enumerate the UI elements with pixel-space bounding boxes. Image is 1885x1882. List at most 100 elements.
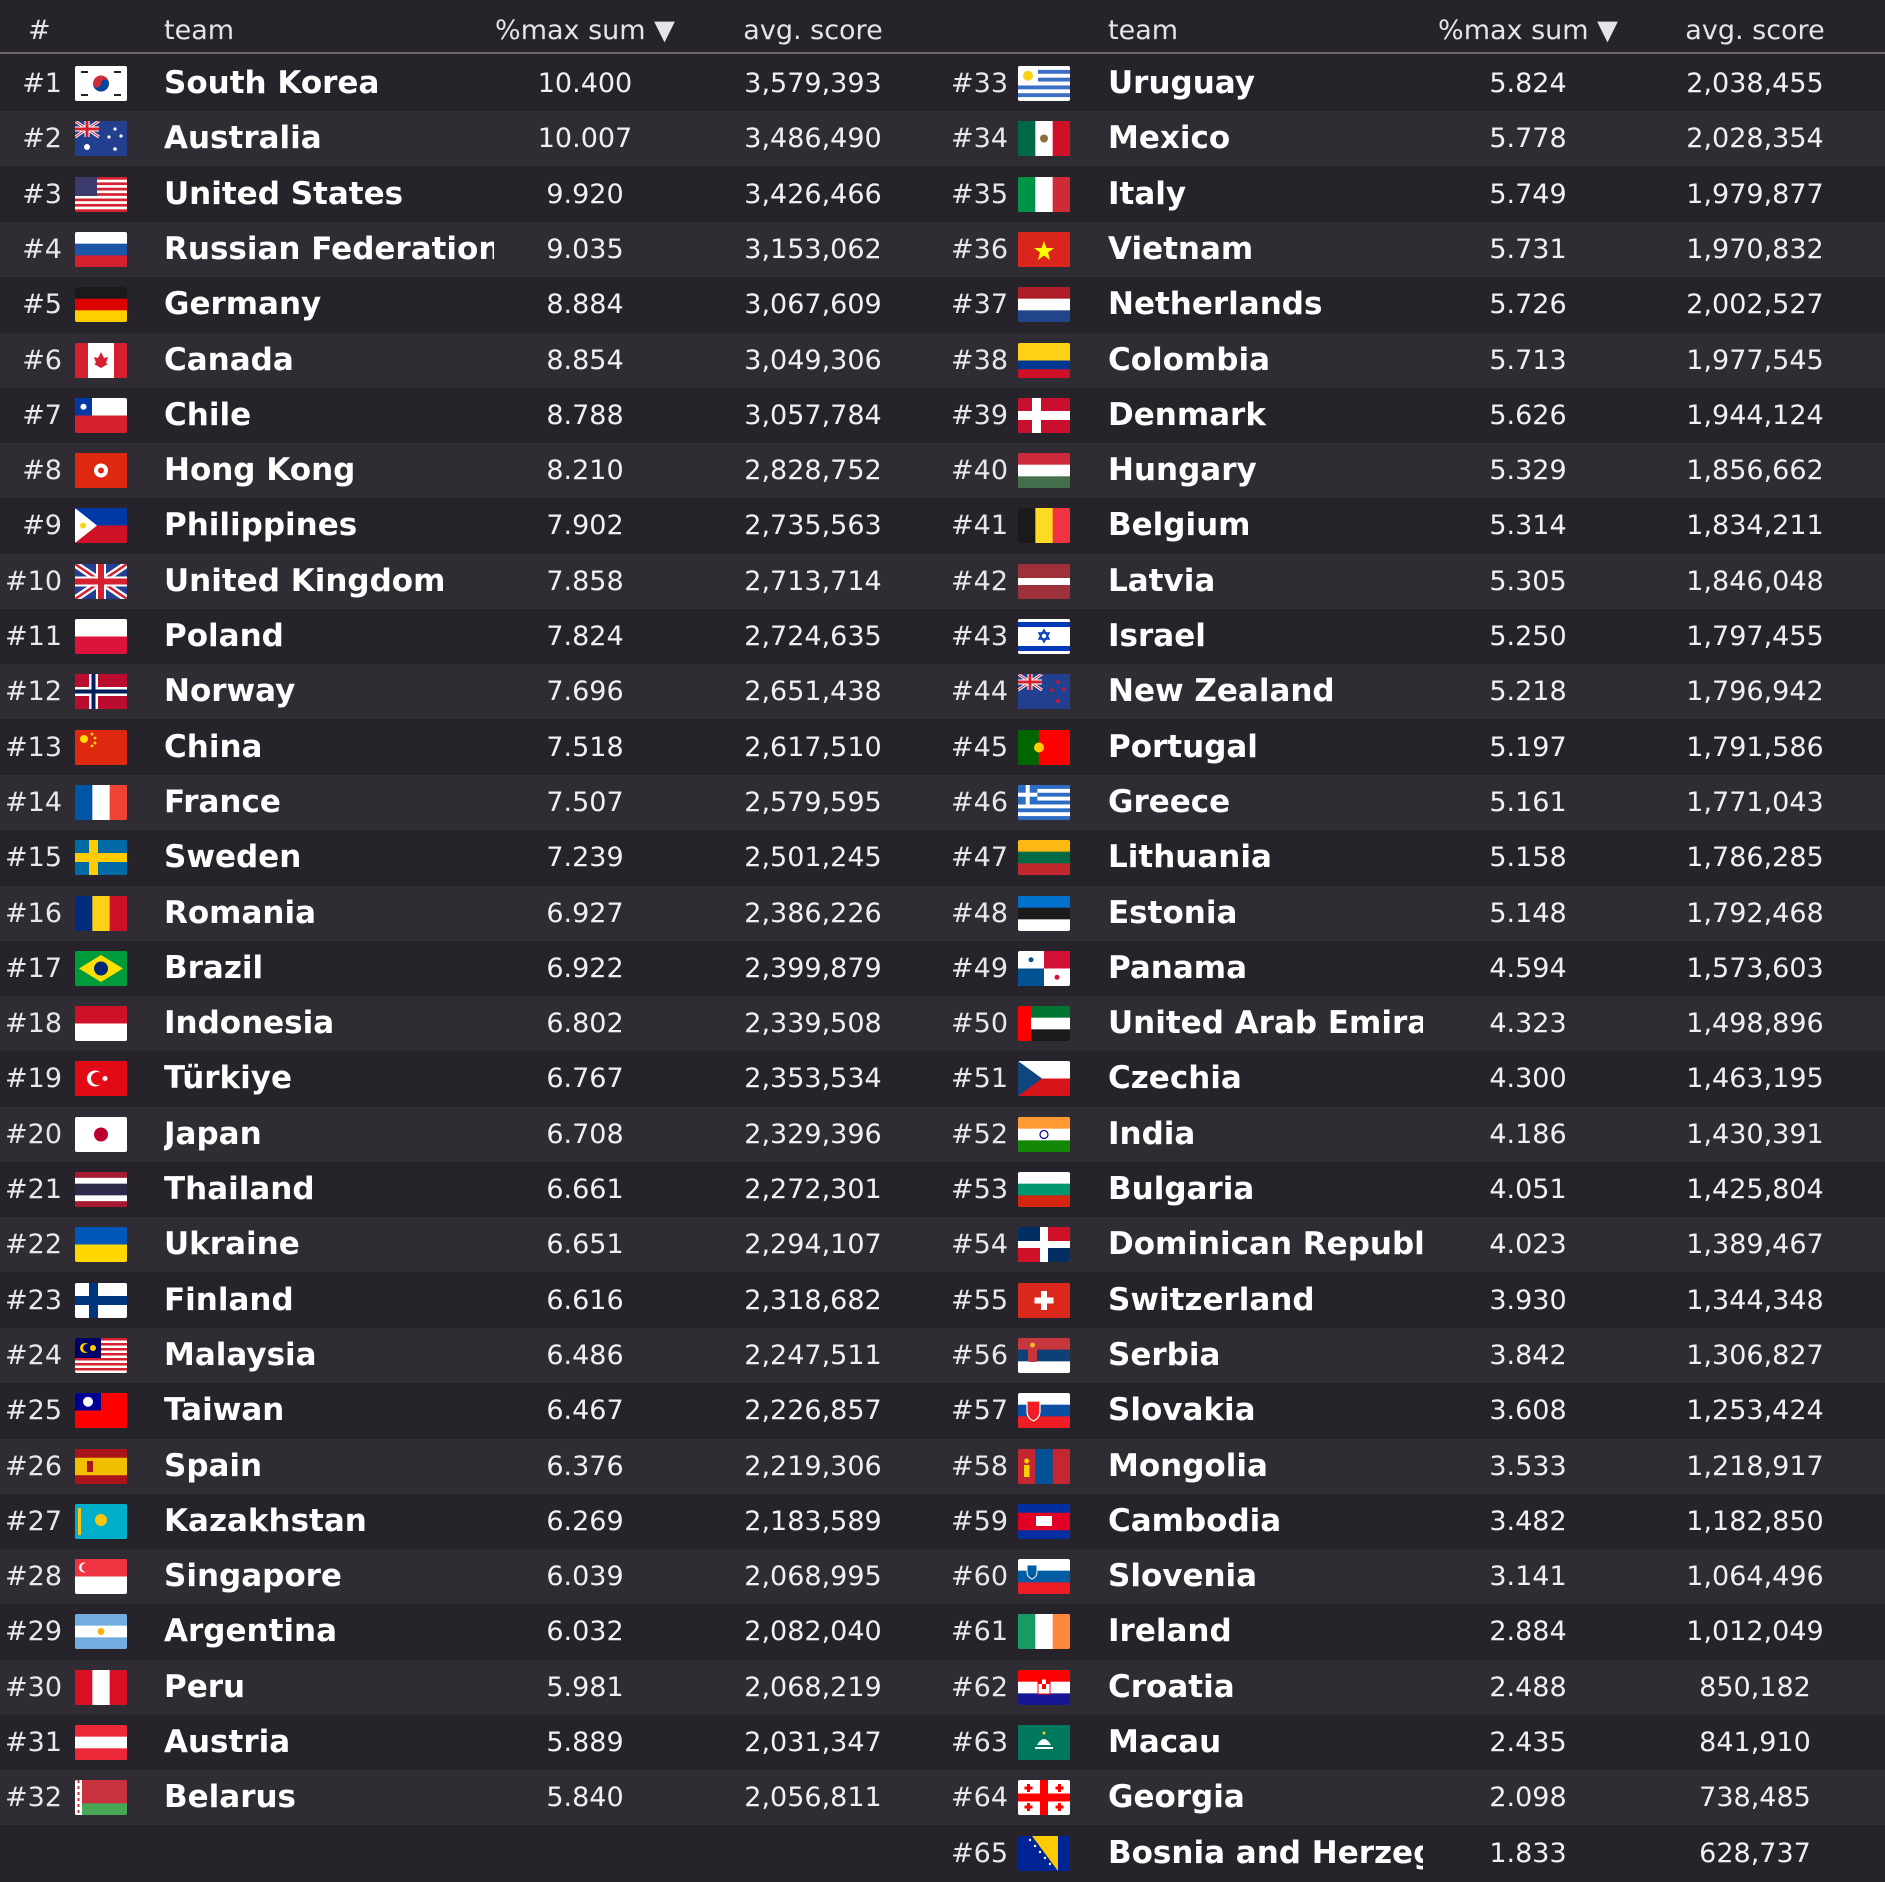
team-name[interactable]: United States — [164, 175, 404, 212]
team-name[interactable]: Dominican Republic — [1108, 1226, 1423, 1263]
team-name[interactable]: Vietnam — [1108, 230, 1254, 267]
team-name[interactable]: Kazakhstan — [164, 1502, 367, 1539]
team-name[interactable]: Germany — [164, 286, 322, 323]
team-name[interactable]: Belgium — [1108, 507, 1251, 544]
team-name[interactable]: Denmark — [1108, 396, 1266, 433]
max-sum-value: 5.824 — [1489, 68, 1567, 99]
rank-label: #29 — [5, 1616, 62, 1648]
team-name[interactable]: Lithuania — [1108, 839, 1272, 876]
team-name[interactable]: Poland — [164, 618, 284, 654]
header-max-sum-right[interactable]: %max sum ▼ — [1438, 15, 1618, 46]
header-avg-score[interactable]: avg. score — [743, 15, 883, 46]
team-name[interactable]: Slovenia — [1108, 1558, 1258, 1595]
team-name[interactable]: Mongolia — [1108, 1447, 1268, 1484]
team-name[interactable]: Austria — [164, 1724, 291, 1760]
team-name[interactable]: Ukraine — [164, 1226, 300, 1263]
max-sum-value: 5.981 — [546, 1671, 624, 1703]
header-team[interactable]: team — [164, 15, 235, 46]
max-sum-value: 8.854 — [546, 344, 624, 376]
team-name[interactable]: Thailand — [164, 1171, 315, 1207]
team-name[interactable]: Portugal — [1108, 728, 1258, 765]
team-name[interactable]: Latvia — [1108, 562, 1216, 599]
team-name[interactable]: Colombia — [1108, 341, 1271, 378]
table-row: #14 France 7.507 2,579,595 #46 Greece 5.161 1,7… — [0, 774, 1885, 830]
team-name[interactable]: Georgia — [1108, 1779, 1245, 1816]
team-name[interactable]: United Kingdom — [164, 562, 446, 599]
avg-score-value: 1,979,877 — [1686, 178, 1824, 210]
header-max-sum[interactable]: %max sum ▼ — [495, 15, 675, 46]
team-name[interactable]: Peru — [164, 1668, 246, 1705]
team-name[interactable]: Israel — [1108, 618, 1206, 654]
team-name[interactable]: Slovakia — [1108, 1392, 1256, 1429]
team-name[interactable]: Philippines — [164, 507, 358, 544]
team-name[interactable]: Czechia — [1108, 1060, 1242, 1097]
team-name[interactable]: Malaysia — [164, 1336, 317, 1373]
team-name[interactable]: India — [1108, 1115, 1196, 1152]
team-name[interactable]: France — [164, 783, 281, 820]
max-sum-value: 4.323 — [1489, 1008, 1567, 1040]
team-name[interactable]: Ireland — [1108, 1613, 1232, 1650]
team-name[interactable]: Canada — [164, 341, 294, 378]
team-name[interactable]: Russian Federation — [164, 230, 494, 267]
table-row: #10 United Kingdom 7.858 2,713,714 #42 Latvi… — [0, 553, 1885, 609]
team-name[interactable]: Macau — [1108, 1724, 1222, 1760]
team-name[interactable]: Hong Kong — [164, 452, 356, 489]
rank-label: #36 — [951, 233, 1008, 265]
table-row: #1 South Korea 10.400 3,579,393 #33 Uruguay 5.… — [0, 56, 1885, 111]
team-name[interactable]: Belarus — [164, 1779, 297, 1816]
team-name[interactable]: Argentina — [164, 1613, 337, 1650]
team-name[interactable]: Finland — [164, 1281, 294, 1318]
team-name[interactable]: Greece — [1108, 783, 1231, 820]
team-name[interactable]: Norway — [164, 673, 296, 710]
team-name[interactable]: United Arab Emirates — [1108, 1005, 1423, 1042]
team-name[interactable]: Estonia — [1108, 894, 1238, 931]
team-name[interactable]: Taiwan — [164, 1392, 285, 1429]
header-rank[interactable]: # — [28, 15, 51, 46]
team-name[interactable]: Spain — [164, 1447, 263, 1484]
team-name[interactable]: Türkiye — [164, 1060, 293, 1097]
avg-score-value: 2,353,534 — [744, 1063, 882, 1095]
team-name[interactable]: Cambodia — [1108, 1502, 1282, 1539]
rank-label: #58 — [951, 1450, 1008, 1482]
team-name[interactable]: South Korea — [164, 65, 380, 101]
team-name[interactable]: Sweden — [164, 839, 302, 876]
rank-label: #13 — [5, 731, 62, 763]
team-name[interactable]: Bosnia and Herzegovina — [1108, 1834, 1423, 1871]
team-name[interactable]: Switzerland — [1108, 1281, 1315, 1318]
max-sum-value: 6.486 — [546, 1339, 624, 1371]
rank-label: #49 — [951, 952, 1008, 984]
team-name[interactable]: Australia — [164, 120, 322, 157]
team-name[interactable]: China — [164, 728, 263, 765]
team-name[interactable]: Uruguay — [1108, 65, 1255, 101]
team-name[interactable]: New Zealand — [1108, 673, 1335, 710]
team-name[interactable]: Serbia — [1108, 1336, 1221, 1373]
header-team-right[interactable]: team — [1108, 15, 1179, 46]
rank-label: #5 — [22, 289, 62, 321]
team-name[interactable]: Hungary — [1108, 452, 1257, 489]
avg-score-value: 1,977,545 — [1686, 344, 1824, 376]
rank-label: #33 — [951, 68, 1008, 99]
brazil-flag-icon — [75, 950, 127, 986]
avg-score-value: 1,797,455 — [1686, 621, 1824, 652]
team-name[interactable]: Croatia — [1108, 1668, 1235, 1705]
rank-label: #37 — [951, 289, 1008, 321]
team-name[interactable]: Singapore — [164, 1558, 342, 1595]
team-name[interactable]: Italy — [1108, 175, 1187, 212]
team-name[interactable]: Brazil — [164, 949, 264, 986]
rank-label: #20 — [5, 1118, 62, 1150]
team-name[interactable]: Japan — [164, 1115, 262, 1152]
south-korea-flag-icon — [75, 66, 127, 101]
team-name[interactable]: Chile — [164, 396, 252, 433]
team-name[interactable]: Indonesia — [164, 1005, 335, 1042]
team-name[interactable]: Mexico — [1108, 120, 1231, 157]
team-name[interactable]: Romania — [164, 894, 317, 931]
rank-label: #61 — [951, 1616, 1008, 1648]
rank-label: #10 — [5, 565, 62, 597]
team-name[interactable]: Bulgaria — [1108, 1171, 1255, 1207]
avg-score-value: 1,430,391 — [1686, 1118, 1824, 1150]
team-name[interactable]: Netherlands — [1108, 286, 1323, 323]
belgium-flag-icon — [1018, 508, 1070, 544]
macau-flag-icon — [1018, 1725, 1070, 1760]
header-avg-score-right[interactable]: avg. score — [1685, 15, 1825, 46]
team-name[interactable]: Panama — [1108, 949, 1248, 986]
